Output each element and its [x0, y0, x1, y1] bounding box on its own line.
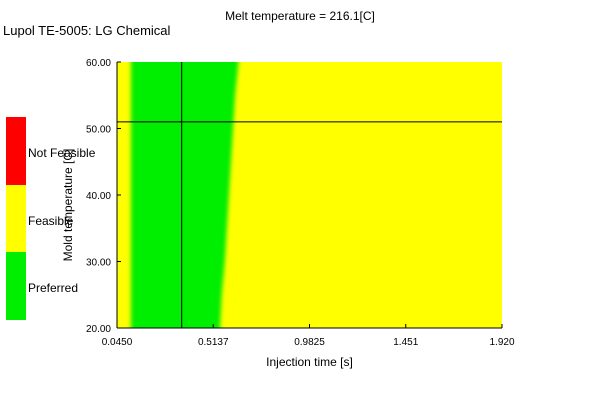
legend-swatch-preferred	[6, 252, 26, 320]
legend-label-preferred: Preferred	[28, 281, 79, 295]
legend-swatch-not-feasible	[6, 117, 26, 185]
legend	[6, 117, 26, 320]
material-label: Lupol TE-5005: LG Chemical	[3, 23, 171, 38]
y-tick-label: 50.00	[86, 125, 111, 136]
preferred-region	[130, 62, 239, 328]
y-tick-label: 20.00	[86, 324, 111, 335]
x-tick-label: 0.9825	[294, 337, 325, 348]
chart-title: Melt temperature = 216.1[C]	[225, 9, 375, 23]
legend-label-feasible: Feasible	[28, 214, 74, 228]
x-axis-label: Injection time [s]	[266, 355, 353, 369]
x-tick-label: 0.5137	[198, 337, 229, 348]
x-tick-label: 0.0450	[102, 337, 133, 348]
y-tick-label: 40.00	[86, 191, 111, 202]
legend-label-not-feasible: Not Feasible	[28, 146, 96, 160]
y-tick-label: 60.00	[86, 58, 111, 69]
x-tick-label: 1.451	[393, 337, 418, 348]
legend-swatch-feasible	[6, 185, 26, 252]
x-tick-label: 1.920	[489, 337, 514, 348]
y-tick-label: 30.00	[86, 258, 111, 269]
